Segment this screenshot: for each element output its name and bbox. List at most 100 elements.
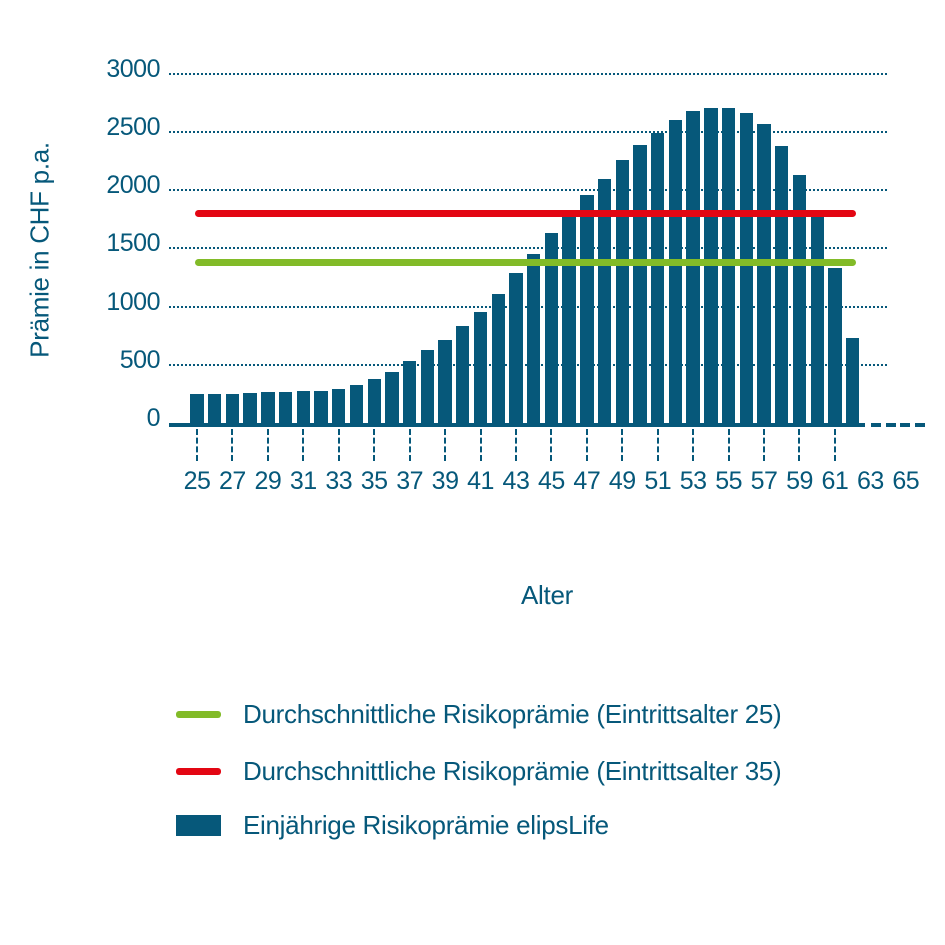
y-tick-label-0: 0 <box>146 404 161 432</box>
bar-age-37 <box>402 361 417 423</box>
bar-age-50 <box>633 144 647 423</box>
bar-age-48 <box>597 178 612 423</box>
x-axis-dash-2 <box>885 423 896 427</box>
x-tick-label-29: 29 <box>254 467 282 495</box>
y-tick-label-2500: 2500 <box>106 113 160 141</box>
x-tick-label-39: 39 <box>431 467 459 495</box>
bar-age-25 <box>190 394 204 423</box>
bar-age-35 <box>367 378 381 423</box>
x-tick-label-57: 57 <box>750 467 778 495</box>
bar-age-33 <box>332 389 346 423</box>
bar-age-30 <box>278 391 293 423</box>
x-tick-label-53: 53 <box>679 467 707 495</box>
bar-age-59 <box>792 175 807 423</box>
y-tick-label-1500: 1500 <box>106 229 160 258</box>
x-tick-61 <box>833 429 836 461</box>
x-tick-label-31: 31 <box>289 467 317 495</box>
x-tick-47 <box>585 429 588 461</box>
x-tick-37 <box>408 429 411 461</box>
x-tick-label-61: 61 <box>821 467 849 495</box>
bar-age-44 <box>526 254 541 423</box>
x-axis-title: Alter <box>521 580 573 610</box>
x-tick-55 <box>727 429 730 461</box>
x-tick-27 <box>231 429 234 461</box>
x-axis-baseline <box>169 423 865 427</box>
bar-age-29 <box>261 392 275 423</box>
bar-age-49 <box>615 159 629 423</box>
bar-age-27 <box>225 394 240 423</box>
x-tick-43 <box>514 429 517 461</box>
legend-item-bars: Einjährige Risikoprämie elipsLife <box>0 810 945 840</box>
legend-swatch-red-line <box>176 768 221 775</box>
x-tick-label-65: 65 <box>892 467 920 495</box>
y-tick-label-3000: 3000 <box>106 54 160 83</box>
y-tick-label-1000: 1000 <box>106 287 160 316</box>
legend-label-avg-35: Durchschnittliche Risikoprämie (Eintritt… <box>243 756 782 786</box>
x-tick-49 <box>621 429 624 461</box>
bar-age-26 <box>208 394 222 423</box>
x-tick-51 <box>656 429 659 461</box>
y-tick-label-2000: 2000 <box>106 171 160 200</box>
bar-age-51 <box>651 133 665 423</box>
bar-age-28 <box>243 393 257 423</box>
x-tick-label-49: 49 <box>608 467 636 495</box>
bar-age-57 <box>757 124 771 423</box>
x-tick-31 <box>302 429 305 461</box>
bar-age-39 <box>438 339 452 423</box>
x-tick-label-25: 25 <box>183 467 211 495</box>
bar-age-41 <box>473 311 488 423</box>
x-tick-label-59: 59 <box>786 467 813 495</box>
x-tick-53 <box>692 429 695 461</box>
bar-age-31 <box>296 390 310 423</box>
bar-age-40 <box>456 326 470 423</box>
x-tick-label-47: 47 <box>573 467 601 495</box>
x-tick-57 <box>763 429 766 461</box>
x-axis-dash-4 <box>914 423 925 427</box>
bar-age-46 <box>562 216 576 423</box>
legend-item-avg-35: Durchschnittliche Risikoprämie (Eintritt… <box>0 756 945 786</box>
legend-swatch-green-line <box>176 711 221 718</box>
legend: Durchschnittliche Risikoprämie (Eintritt… <box>0 699 945 859</box>
bar-age-47 <box>580 195 594 423</box>
bar-age-38 <box>420 350 435 423</box>
bar-age-56 <box>739 113 753 423</box>
y-gridline-1500 <box>169 247 887 250</box>
y-tick-label-500: 500 <box>119 345 161 374</box>
avg-line-entry35 <box>195 209 856 217</box>
x-tick-35 <box>373 429 376 461</box>
bar-age-45 <box>544 232 559 423</box>
legend-label-bars: Einjährige Risikoprämie elipsLife <box>243 810 609 840</box>
bar-age-52 <box>668 120 683 423</box>
x-tick-label-35: 35 <box>360 467 388 495</box>
y-gridline-2000 <box>169 189 887 192</box>
x-tick-33 <box>337 429 340 461</box>
bar-age-58 <box>775 145 789 423</box>
x-tick-label-27: 27 <box>219 467 246 495</box>
x-tick-label-63: 63 <box>856 467 884 495</box>
legend-label-avg-25: Durchschnittliche Risikoprämie (Eintritt… <box>243 699 782 729</box>
x-tick-label-41: 41 <box>467 467 494 495</box>
x-tick-39 <box>444 429 447 461</box>
x-axis-dash-3 <box>900 423 910 427</box>
bar-age-36 <box>385 372 399 423</box>
x-tick-label-37: 37 <box>396 467 424 495</box>
avg-line-entry25 <box>195 258 856 266</box>
bar-age-53 <box>686 111 700 423</box>
x-tick-label-51: 51 <box>644 467 672 495</box>
y-gridline-3000 <box>169 72 887 75</box>
bar-age-62 <box>845 338 860 423</box>
bar-age-42 <box>491 294 505 423</box>
bar-age-34 <box>349 384 364 423</box>
y-gridline-2500 <box>169 131 887 133</box>
x-tick-45 <box>550 429 553 461</box>
x-tick-label-43: 43 <box>502 467 530 495</box>
x-tick-label-33: 33 <box>325 467 353 495</box>
legend-item-avg-25: Durchschnittliche Risikoprämie (Eintritt… <box>0 699 945 729</box>
x-axis-dash-1 <box>871 423 881 427</box>
legend-swatch-blue-rect <box>176 815 221 836</box>
x-tick-label-45: 45 <box>537 467 565 495</box>
x-tick-label-55: 55 <box>715 467 742 495</box>
x-tick-59 <box>798 429 801 461</box>
